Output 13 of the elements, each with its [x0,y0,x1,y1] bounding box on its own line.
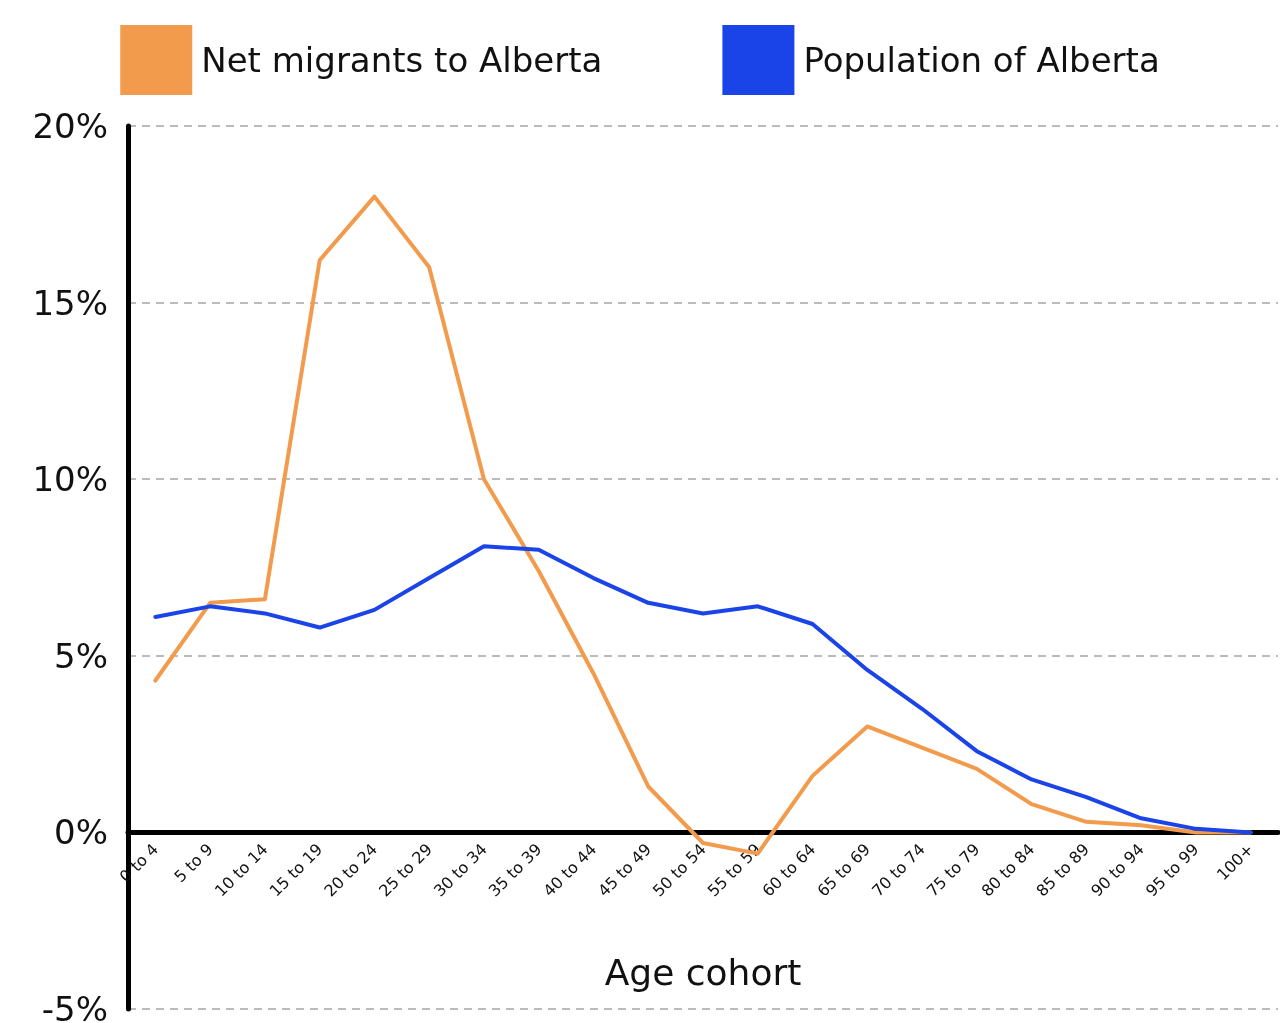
x-tick-label: 40 to 44 [539,839,601,901]
legend-label: Population of Alberta [803,40,1160,80]
x-tick-label: 0 to 4 [115,839,163,887]
x-axis-title: Age cohort [604,951,802,993]
y-tick-label: 0% [54,812,108,853]
y-tick-label: 20% [32,106,108,146]
line-series [153,544,1253,835]
y-tick-label: 5% [54,635,108,676]
y-tick-label: -5% [41,989,108,1023]
y-tick-label: 10% [32,459,108,500]
x-tick-label: 5 to 9 [170,839,217,887]
y-tick-label: 15% [32,282,108,323]
legend-label: Net migrants to Alberta [201,40,603,80]
